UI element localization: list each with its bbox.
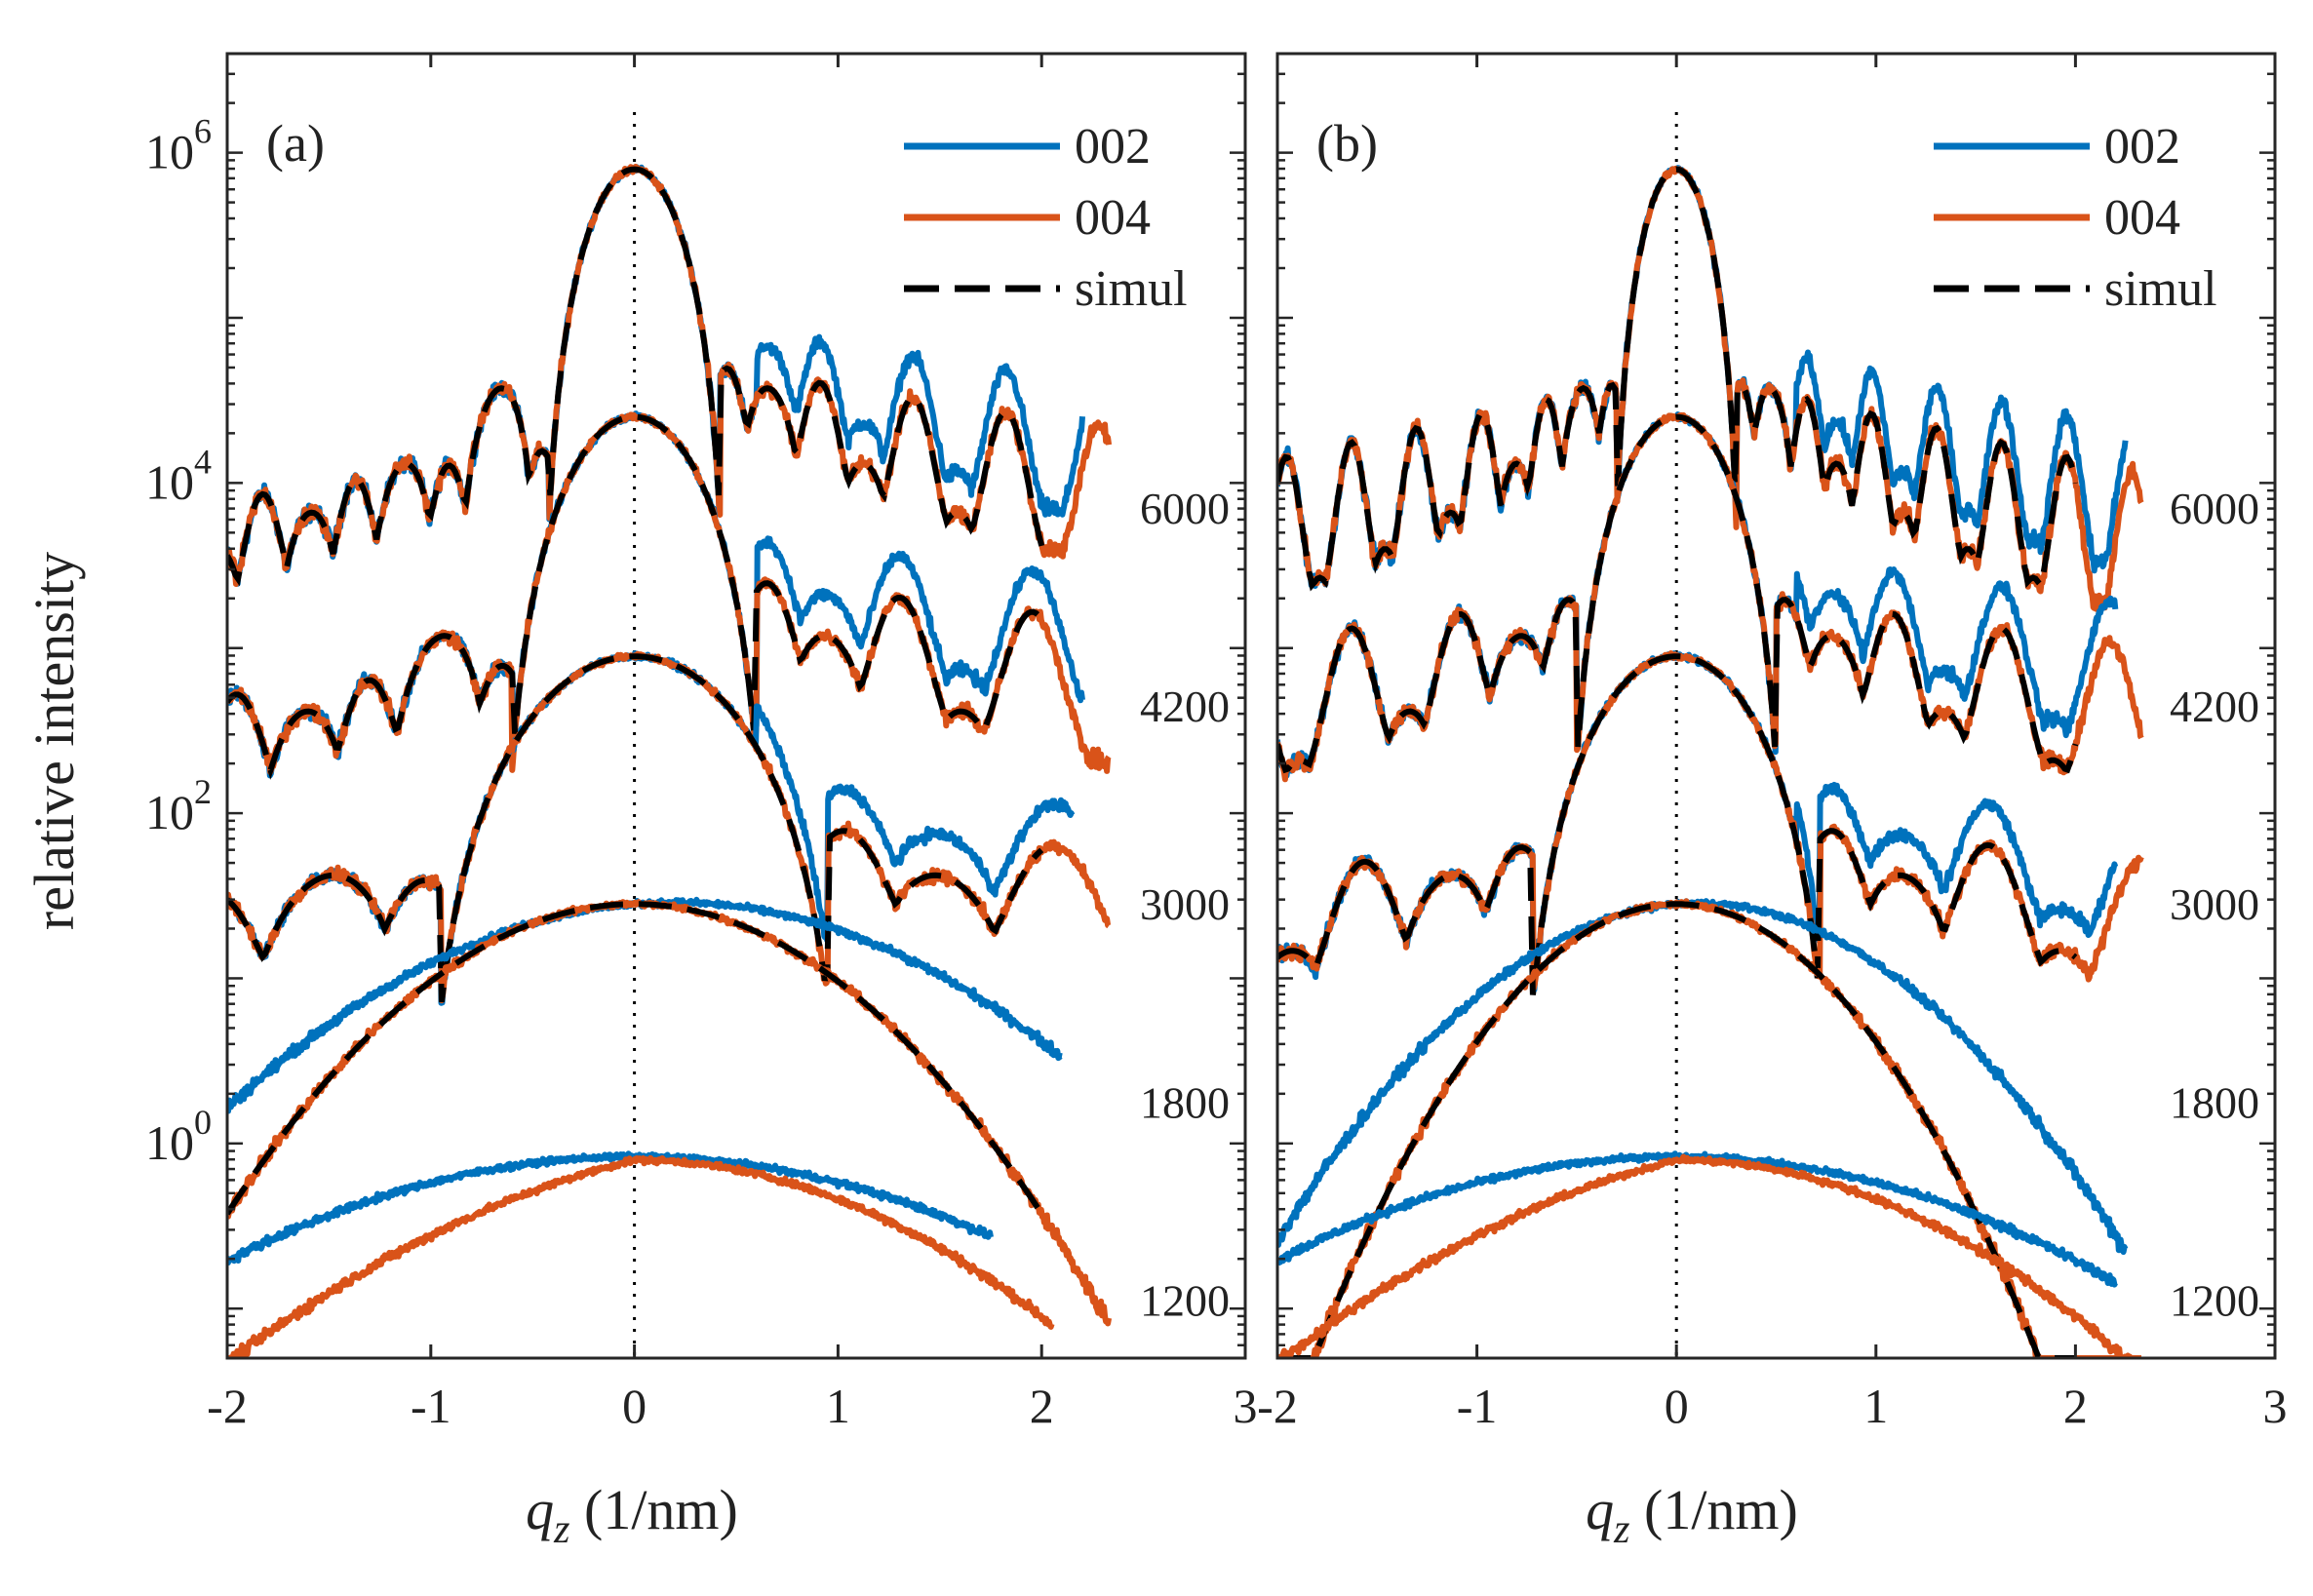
temperature-label: 1800 xyxy=(2170,1077,2259,1127)
x-tick-label: -2 xyxy=(207,1379,248,1433)
curve-002-1200 xyxy=(1277,1150,2118,1288)
curve-simul-4200 xyxy=(227,413,1044,780)
y-tick-exp: 4 xyxy=(194,442,212,481)
y-tick-base: 10 xyxy=(145,1115,194,1170)
legend-label-simul: simul xyxy=(2104,261,2217,317)
x-axis-var-b: q xyxy=(1586,1478,1614,1541)
legend: 002 004 simul xyxy=(904,119,1188,317)
temperature-label: 1800 xyxy=(1140,1077,1230,1127)
curve-simul-6000 xyxy=(1277,166,2079,592)
y-tick-exp: 2 xyxy=(194,772,212,811)
x-tick-label: 0 xyxy=(1665,1379,1689,1433)
y-tick-exp: 6 xyxy=(194,112,212,151)
panel-a: -2 -1 0 1 2 310010210410660004200300018001200… xyxy=(145,52,1258,1433)
x-tick-label: 0 xyxy=(622,1379,647,1433)
x-tick-label: 2 xyxy=(2063,1379,2088,1433)
y-tick-label: 104 xyxy=(145,442,212,509)
data-area xyxy=(227,163,1113,1358)
data-area xyxy=(1277,165,2144,1358)
temperature-label: 6000 xyxy=(2170,484,2259,533)
temperature-label: 4200 xyxy=(2170,681,2259,731)
x-tick-label: 1 xyxy=(1863,1379,1888,1433)
x-axis-title-b: qz (1/nm) xyxy=(1586,1478,1798,1552)
curve-simul-4200 xyxy=(1277,413,2079,774)
curve-simul-3000 xyxy=(1277,653,2078,995)
y-tick-label: 100 xyxy=(145,1103,212,1170)
x-axis-sub-a: z xyxy=(553,1507,569,1552)
curve-004-4200 xyxy=(227,411,1112,775)
curve-002-1200 xyxy=(227,1150,994,1266)
x-tick-label: 3 xyxy=(2263,1379,2288,1433)
temperature-label: 4200 xyxy=(1140,681,1230,731)
x-axis-unit-a: (1/nm) xyxy=(570,1478,738,1541)
panel-label: (b) xyxy=(1316,114,1378,173)
temperature-label: 6000 xyxy=(1140,484,1230,533)
curve-simul-6000 xyxy=(227,166,1045,587)
curve-simul-1800 xyxy=(227,901,1044,1216)
axes-box xyxy=(225,52,1247,1360)
panel-label: (a) xyxy=(266,114,325,173)
x-axis-title-a: qz (1/nm) xyxy=(526,1478,738,1552)
curve-simul-3000 xyxy=(227,653,1044,1003)
curve-004-1200 xyxy=(1277,1153,2143,1358)
legend-label-004: 004 xyxy=(2104,190,2180,246)
x-tick-label: 2 xyxy=(1030,1379,1054,1433)
x-tick-label: 3 xyxy=(1234,1379,1258,1433)
y-tick-label: 106 xyxy=(145,112,212,179)
x-tick-label: -2 xyxy=(1257,1379,1298,1433)
x-tick-label: -1 xyxy=(411,1379,451,1433)
legend: 002 004 simul xyxy=(1934,119,2217,317)
x-axis-unit-b: (1/nm) xyxy=(1630,1478,1798,1541)
x-axis-var-a: q xyxy=(526,1478,554,1541)
legend-label-004: 004 xyxy=(1075,190,1151,246)
y-tick-exp: 0 xyxy=(194,1103,212,1142)
y-tick-base: 10 xyxy=(145,785,194,839)
temperature-label: 3000 xyxy=(1140,879,1230,929)
curve-002-6000 xyxy=(1277,165,2129,589)
curve-004-1200 xyxy=(227,1154,1055,1358)
curve-004-1800 xyxy=(227,899,1113,1327)
y-axis-title: relative intensity xyxy=(22,552,86,930)
x-tick-label: -1 xyxy=(1457,1379,1498,1433)
y-tick-label: 102 xyxy=(145,772,212,839)
x-tick-label: 1 xyxy=(826,1379,850,1433)
temperature-label: 1200 xyxy=(2170,1276,2259,1326)
curve-004-3000 xyxy=(227,650,1112,1004)
temperature-label: 3000 xyxy=(2170,879,2259,929)
temperature-label: 1200 xyxy=(1140,1276,1230,1326)
panel-b: -2 -1 0 1 2 3 6000 4200 3000 1800 1200 (b) 002 004 sim… xyxy=(1257,52,2288,1433)
curve-002-1800 xyxy=(1277,898,2129,1256)
x-axis-sub-b: z xyxy=(1613,1507,1629,1552)
legend-label-002: 002 xyxy=(1075,119,1151,175)
y-tick-base: 10 xyxy=(145,125,194,179)
y-tick-base: 10 xyxy=(145,454,194,509)
curve-simul-1800 xyxy=(1277,901,2076,1358)
legend-label-002: 002 xyxy=(2104,119,2180,175)
axes-box xyxy=(1275,52,2277,1360)
legend-label-simul: simul xyxy=(1075,261,1188,317)
